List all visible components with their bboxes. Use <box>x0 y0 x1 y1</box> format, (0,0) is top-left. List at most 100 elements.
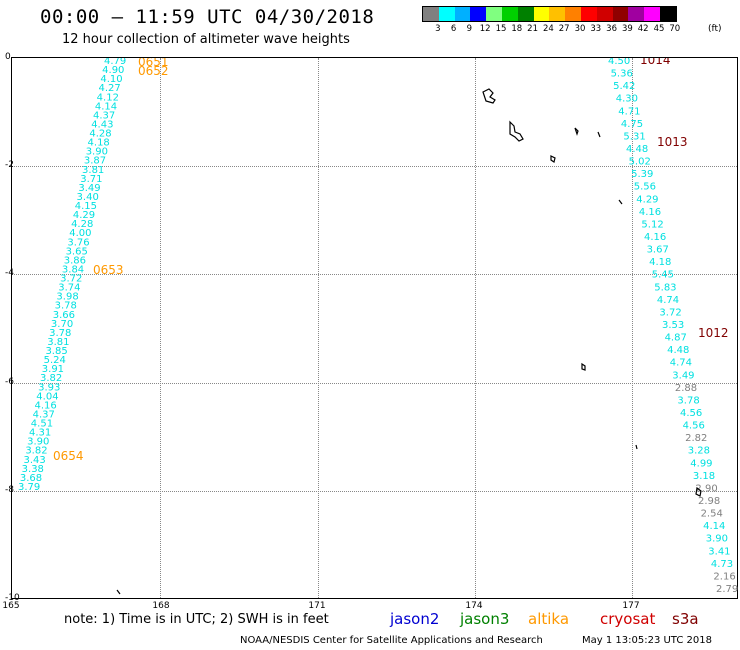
legend-label: 33 <box>590 24 602 34</box>
legend-swatch <box>533 7 550 21</box>
wave-height-value: 4.30 <box>616 94 638 105</box>
wave-height-value: 3.79 <box>18 482 40 493</box>
wave-height-value: 3.67 <box>647 245 669 256</box>
sat-label-s3a: s3a <box>672 610 699 628</box>
y-tick-label: -2 <box>5 160 14 170</box>
x-tick-label: 177 <box>622 601 640 611</box>
y-tick-label: 0 <box>5 52 11 62</box>
legend-swatch <box>628 7 645 21</box>
legend-labels: 3 6 9 12 15 18 21 24 27 30 33 36 39 42 45 70 <box>422 24 681 36</box>
wave-height-value: 4.75 <box>621 119 643 130</box>
wave-height-value: 3.90 <box>27 437 49 448</box>
wave-height-value: 4.15 <box>75 201 97 212</box>
wave-height-value: 4.56 <box>683 421 705 432</box>
grid-line <box>12 383 737 384</box>
wave-height-value: 5.56 <box>634 182 656 193</box>
wave-height-value: 4.12 <box>97 92 119 103</box>
wave-height-value: 5.83 <box>654 282 676 293</box>
legend-swatch <box>659 7 676 21</box>
wave-height-value: 4.51 <box>31 419 53 430</box>
map-subtitle: 12 hour collection of altimeter wave hei… <box>62 32 350 47</box>
wave-height-value: 4.16 <box>639 207 661 218</box>
wave-height-value: 4.16 <box>34 400 56 411</box>
wave-height-value: 4.90 <box>102 65 124 76</box>
wave-height-value: 5.45 <box>652 270 674 281</box>
legend-label: 9 <box>466 24 473 34</box>
wave-height-value: 3.78 <box>49 328 71 339</box>
wave-height-value: 4.14 <box>95 101 117 112</box>
wave-height-value: 3.81 <box>47 337 69 348</box>
legend-label: 45 <box>653 24 665 34</box>
wave-height-value: 3.84 <box>62 264 84 275</box>
wave-height-value: 2.54 <box>701 509 723 520</box>
pass-time-label: 0652 <box>138 64 169 78</box>
wave-height-value: 4.29 <box>636 194 658 205</box>
island-shape <box>574 127 579 136</box>
legend-swatches <box>422 6 677 22</box>
wave-height-value: 2.88 <box>675 383 697 394</box>
wave-height-value: 3.40 <box>77 192 99 203</box>
sat-label-altika: altika <box>528 610 570 628</box>
grid-line <box>160 58 161 598</box>
wave-height-value: 2.79 <box>716 584 738 595</box>
sat-label-jason3: jason3 <box>460 610 510 628</box>
legend-label: 70 <box>669 24 681 34</box>
wave-height-value: 4.79 <box>104 58 126 67</box>
wave-height-value: 4.43 <box>91 119 113 130</box>
wave-height-value: 3.70 <box>51 319 73 330</box>
wave-height-value: 3.86 <box>64 255 86 266</box>
island-shape <box>482 88 496 104</box>
legend-label: 27 <box>558 24 570 34</box>
pass-time-label: 1014 <box>640 58 671 67</box>
wave-height-value: 3.98 <box>56 292 78 303</box>
island-shape <box>618 199 623 205</box>
wave-height-value: 3.90 <box>706 534 728 545</box>
pass-time-label: 0651 <box>138 58 169 69</box>
wave-height-value: 2.82 <box>685 433 707 444</box>
wave-height-value: 4.28 <box>71 219 93 230</box>
wave-height-value: 3.78 <box>55 301 77 312</box>
wave-height-value: 3.93 <box>38 382 60 393</box>
legend-label: 6 <box>450 24 457 34</box>
wave-height-value: 3.71 <box>80 174 102 185</box>
wave-height-value: 4.48 <box>626 144 648 155</box>
island-shape <box>695 486 702 497</box>
pass-time-label: 0653 <box>93 263 124 277</box>
wave-height-value: 3.74 <box>58 283 80 294</box>
right-track: 4.50 5.365.42 4.304.71 4.755.31 4.48 5.025.39… <box>608 58 738 595</box>
legend-label: 39 <box>621 24 633 34</box>
legend-swatch <box>517 7 534 21</box>
wave-height-value: 3.85 <box>45 346 67 357</box>
wave-height-value: 4.00 <box>69 228 91 239</box>
wave-height-value: 3.91 <box>42 364 64 375</box>
wave-height-value: 4.99 <box>690 458 712 469</box>
pass-time-label: 1013 <box>657 135 688 149</box>
map-overlay: 4.794.904.104.274.124.144.374.434.284.18… <box>18 58 738 595</box>
island-shape <box>635 444 638 450</box>
island-shape <box>550 155 556 163</box>
x-tick-label: 165 <box>2 601 20 611</box>
x-tick-label: 171 <box>308 601 326 611</box>
grid-line <box>12 491 737 492</box>
wave-height-value: 3.82 <box>40 373 62 384</box>
island-outlines <box>116 88 702 595</box>
wave-height-value: 3.72 <box>659 307 681 318</box>
map-title: 00:00 – 11:59 UTC 04/30/2018 <box>40 6 375 28</box>
wave-height-value: 5.12 <box>641 219 663 230</box>
wave-height-value: 4.48 <box>667 345 689 356</box>
wave-height-value: 4.18 <box>649 257 671 268</box>
legend-label: 15 <box>495 24 507 34</box>
wave-height-value: 3.82 <box>25 446 47 457</box>
x-tick-label: 168 <box>152 601 170 611</box>
legend-label: 30 <box>574 24 586 34</box>
grid-line <box>475 58 476 598</box>
island-shape <box>597 131 601 138</box>
island-shape <box>116 589 121 595</box>
wave-height-value: 3.49 <box>672 370 694 381</box>
map-plot-area: 4.79 4.90 4.10 4.27 4.12 4.14 4.37 4.43 4.28 4.18… <box>11 57 738 599</box>
left-track: 4.794.904.104.274.124.144.374.434.284.18… <box>18 58 169 493</box>
island-shape <box>509 120 524 142</box>
wave-height-value: 4.28 <box>89 129 111 140</box>
legend-swatch <box>565 7 581 21</box>
legend-swatch <box>423 7 439 21</box>
